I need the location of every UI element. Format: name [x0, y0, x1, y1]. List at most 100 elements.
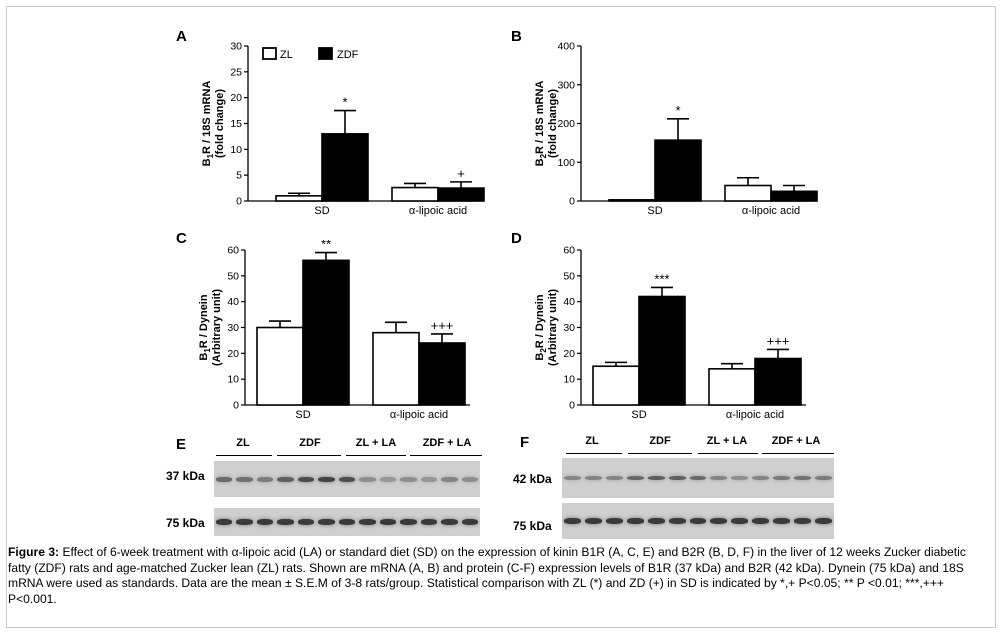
- blot-band: [752, 476, 770, 480]
- blot-band: [256, 476, 274, 482]
- blot-band: [338, 519, 356, 525]
- blot-e-band-row-2: [214, 508, 480, 536]
- bar-zdf: [770, 190, 818, 202]
- blot-band: [605, 518, 623, 524]
- lane-label-zl: ZL: [585, 435, 599, 447]
- panel-letter-b: B: [511, 28, 522, 45]
- lane-rule: [410, 455, 482, 456]
- blot-band: [359, 519, 376, 525]
- y-axis-label-2: (Arbitrary unit): [547, 289, 559, 366]
- y-tick-label: 40: [563, 296, 575, 308]
- bar-zdf: [321, 133, 369, 202]
- x-category-label: α-lipoic acid: [726, 409, 784, 421]
- bar-zdf: [638, 295, 686, 406]
- blot-band: [752, 518, 770, 524]
- y-axis-label-2: (Arbitrary unit): [211, 289, 223, 366]
- y-tick-label: 10: [227, 374, 239, 386]
- significance-mark: ***: [654, 271, 669, 286]
- y-tick-label: 400: [557, 41, 575, 53]
- x-category-label: α-lipoic acid: [742, 205, 800, 217]
- y-tick-label: 20: [563, 348, 575, 360]
- blot-band: [359, 476, 376, 482]
- blot-band: [216, 476, 233, 482]
- lane-label-zdf-la: ZDF + LA: [771, 435, 821, 447]
- significance-mark: *: [675, 103, 680, 118]
- blot-band: [318, 476, 335, 482]
- blot-f-row2-label: 75 kDa: [513, 519, 552, 533]
- chart-panel-d: 0 10 20 30 40 50 60 B2R / Dynein (Arbitrary unit…: [534, 245, 806, 421]
- blot-band: [794, 476, 812, 480]
- significance-mark: +++: [767, 333, 790, 348]
- blot-band: [815, 518, 832, 524]
- blot-band: [731, 476, 749, 480]
- y-tick-label: 40: [227, 296, 239, 308]
- chart-panel-a: 0 5 10 15 20 25 30 B1R / 18S mRNA (fold change) S…: [201, 41, 485, 217]
- legend-swatch-zl: [262, 47, 277, 60]
- blot-band: [318, 519, 335, 525]
- bar-zdf: [437, 187, 485, 202]
- blot-f-row1-label: 42 kDa: [513, 472, 552, 486]
- blot-e-band-row-1: [214, 461, 480, 497]
- bar-zl: [256, 326, 304, 406]
- lane-label-zl-la: ZL + LA: [706, 435, 748, 447]
- blot-band: [441, 476, 458, 482]
- figure-caption: Figure 3: Effect of 6-week treatment wit…: [8, 545, 988, 607]
- blot-band: [668, 476, 686, 480]
- blot-band: [584, 476, 602, 480]
- y-tick-label: 60: [227, 245, 239, 257]
- bar-zl: [724, 184, 772, 202]
- legend-label-zdf: ZDF: [337, 49, 359, 61]
- bar-zl: [391, 186, 439, 202]
- blot-band: [773, 476, 791, 480]
- lane-label-zl-la: ZL + LA: [355, 437, 397, 449]
- y-tick-label: 30: [227, 322, 239, 334]
- significance-mark: **: [321, 240, 331, 252]
- y-tick-label: 0: [569, 196, 575, 208]
- legend-swatch-zdf: [318, 47, 333, 60]
- panel-letter-a: A: [176, 28, 187, 45]
- y-tick-label: 25: [230, 66, 242, 78]
- y-tick-label: 50: [227, 270, 239, 282]
- lane-label-zdf-la: ZDF + LA: [422, 437, 472, 449]
- lane-label-zdf: ZDF: [299, 437, 321, 449]
- blot-band: [236, 476, 253, 482]
- lane-rule: [628, 453, 692, 454]
- bar-zl: [275, 195, 323, 202]
- legend-label-zl: ZL: [280, 49, 293, 61]
- y-tick-label: 20: [230, 92, 242, 104]
- y-axis-label: B2R / Dynein: [534, 294, 548, 360]
- blot-band: [626, 476, 644, 480]
- y-tick-label: 20: [227, 348, 239, 360]
- y-axis-label-2: (fold change): [214, 89, 226, 158]
- blot-band: [815, 476, 832, 480]
- y-axis-label: B1R / Dynein: [198, 294, 212, 360]
- x-category-label: SD: [314, 205, 329, 217]
- blot-band: [773, 518, 791, 524]
- x-category-label: α-lipoic acid: [390, 409, 448, 421]
- lane-rule: [762, 453, 834, 454]
- lane-rule: [346, 455, 406, 456]
- y-tick-label: 50: [563, 270, 575, 282]
- blot-band: [338, 476, 356, 482]
- blot-band: [236, 519, 253, 525]
- blot-band: [400, 476, 417, 482]
- significance-mark: +++: [431, 318, 454, 333]
- blot-band: [441, 519, 458, 525]
- blot-band: [605, 476, 623, 480]
- x-category-label: SD: [647, 205, 662, 217]
- blot-band: [710, 518, 728, 524]
- bar-zdf: [302, 259, 350, 406]
- blot-band: [564, 518, 581, 524]
- y-tick-label: 60: [563, 245, 575, 257]
- panel-letter-f: F: [520, 434, 530, 451]
- blot-band: [647, 518, 665, 524]
- x-category-label: α-lipoic acid: [409, 205, 467, 217]
- blot-band: [420, 476, 438, 482]
- panel-letter-e: E: [176, 436, 187, 453]
- y-tick-label: 30: [230, 41, 242, 53]
- lane-rule: [566, 453, 622, 454]
- panel-letter-c: C: [176, 230, 187, 247]
- blot-band: [297, 519, 315, 525]
- blot-e-row1-label: 37 kDa: [166, 469, 205, 483]
- blot-band: [647, 476, 665, 480]
